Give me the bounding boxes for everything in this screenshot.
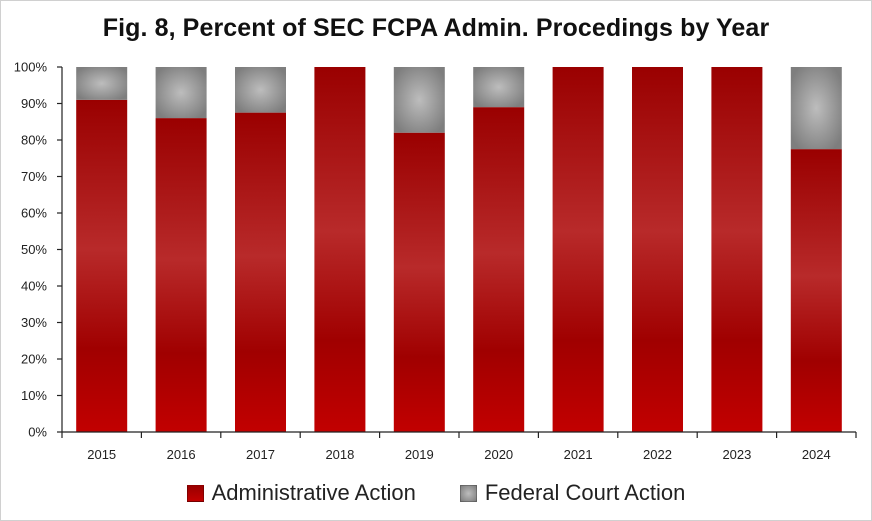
bar-administrative-2015 xyxy=(76,99,128,432)
bar-administrative-2021 xyxy=(552,67,604,432)
bar-administrative-2020 xyxy=(473,107,525,433)
legend-item-federal: Federal Court Action xyxy=(459,480,686,506)
y-tick-label-50pct: 50% xyxy=(21,242,47,257)
bar-federal-2016 xyxy=(155,67,207,119)
bar-administrative-2019 xyxy=(393,132,445,432)
x-tick-label-2019: 2019 xyxy=(405,447,434,462)
bar-federal-2017 xyxy=(235,67,286,113)
x-tick-label-2021: 2021 xyxy=(564,447,593,462)
bar-federal-2020 xyxy=(473,67,525,108)
y-tick-label-80pct: 80% xyxy=(21,133,47,148)
y-tick-label-10pct: 10% xyxy=(21,388,47,403)
x-tick-label-2022: 2022 xyxy=(643,447,672,462)
x-tick-label-2016: 2016 xyxy=(167,447,196,462)
y-tick-label-40pct: 40% xyxy=(21,279,47,294)
x-tick-label-2020: 2020 xyxy=(484,447,513,462)
bar-administrative-2018 xyxy=(314,67,366,432)
legend-item-administrative: Administrative Action xyxy=(186,480,416,506)
y-tick-label-70pct: 70% xyxy=(21,169,47,184)
x-tick-label-2015: 2015 xyxy=(87,447,116,462)
bar-federal-2015 xyxy=(76,67,128,100)
bar-administrative-2016 xyxy=(155,118,207,432)
x-tick-label-2024: 2024 xyxy=(802,447,831,462)
x-tick-label-2023: 2023 xyxy=(722,447,751,462)
legend-label-administrative: Administrative Action xyxy=(211,480,416,505)
bar-administrative-2017 xyxy=(235,112,286,432)
y-tick-label-0pct: 0% xyxy=(28,425,47,440)
bar-administrative-2024 xyxy=(790,149,842,432)
legend-label-federal: Federal Court Action xyxy=(484,480,686,505)
chart-legend: Administrative Action Federal Court Acti… xyxy=(0,480,872,506)
y-tick-label-90pct: 90% xyxy=(21,96,47,111)
x-tick-label-2017: 2017 xyxy=(246,447,275,462)
chart-title: Fig. 8, Percent of SEC FCPA Admin. Proce… xyxy=(102,14,770,42)
y-tick-label-100pct: 100% xyxy=(14,60,48,75)
x-tick-label-2018: 2018 xyxy=(325,447,354,462)
legend-swatch-administrative xyxy=(186,484,204,502)
y-tick-label-20pct: 20% xyxy=(21,352,47,367)
bar-federal-2024 xyxy=(790,67,842,150)
bar-administrative-2023 xyxy=(711,67,763,432)
legend-swatch-federal xyxy=(459,484,477,502)
bar-federal-2019 xyxy=(393,67,445,133)
y-tick-label-30pct: 30% xyxy=(21,315,47,330)
bar-administrative-2022 xyxy=(632,67,683,432)
y-tick-label-60pct: 60% xyxy=(21,206,47,221)
